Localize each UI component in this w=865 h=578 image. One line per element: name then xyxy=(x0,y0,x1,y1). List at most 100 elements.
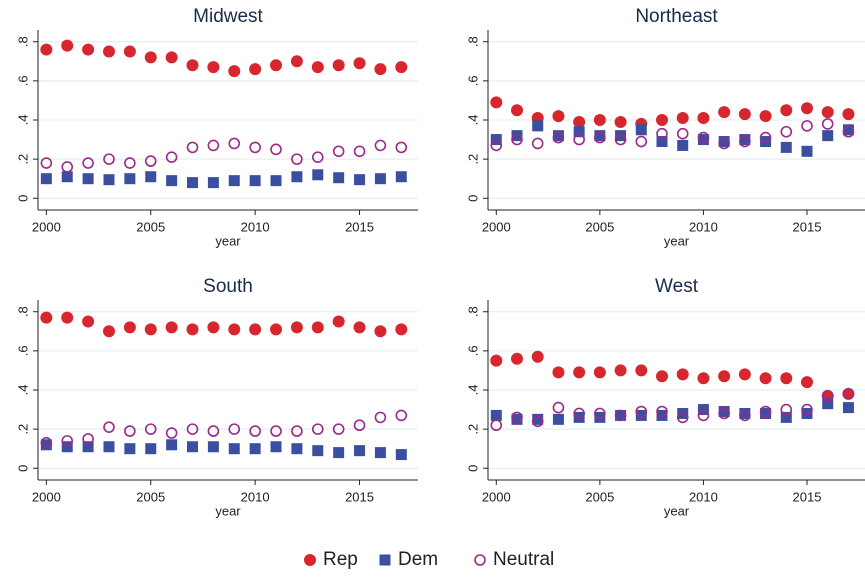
marker xyxy=(395,323,408,336)
marker xyxy=(801,145,813,157)
marker xyxy=(395,141,408,154)
marker xyxy=(490,409,502,421)
x-tick-label: 2005 xyxy=(136,219,165,234)
marker xyxy=(677,139,689,151)
x-tick-label: 2005 xyxy=(585,489,614,504)
marker xyxy=(759,110,772,123)
panel-title: Midwest xyxy=(193,6,263,27)
marker xyxy=(186,423,199,435)
marker xyxy=(166,439,178,451)
marker xyxy=(374,325,387,338)
marker xyxy=(311,61,324,74)
marker xyxy=(61,441,73,453)
marker xyxy=(374,63,387,76)
marker xyxy=(207,321,220,334)
marker xyxy=(353,321,366,334)
marker xyxy=(186,323,199,336)
marker xyxy=(353,419,366,432)
marker xyxy=(207,441,219,453)
marker xyxy=(186,141,199,154)
marker xyxy=(61,171,73,183)
marker xyxy=(123,321,136,334)
marker xyxy=(102,45,115,58)
marker xyxy=(635,124,647,136)
marker xyxy=(187,441,199,453)
marker xyxy=(332,315,345,328)
marker xyxy=(511,413,523,425)
marker xyxy=(656,370,668,383)
marker xyxy=(249,425,261,437)
marker xyxy=(166,175,178,187)
marker xyxy=(395,171,407,183)
marker xyxy=(552,130,564,142)
marker xyxy=(379,554,391,566)
marker xyxy=(144,155,157,167)
marker xyxy=(822,130,834,142)
marker xyxy=(290,321,303,334)
marker xyxy=(61,39,74,52)
marker xyxy=(718,407,730,420)
marker xyxy=(531,350,544,363)
marker xyxy=(333,447,345,459)
marker xyxy=(656,114,668,126)
marker xyxy=(374,447,386,459)
marker xyxy=(676,127,689,140)
marker xyxy=(759,405,772,418)
marker xyxy=(374,411,387,424)
marker xyxy=(594,130,606,142)
marker xyxy=(656,127,668,140)
marker xyxy=(552,401,565,414)
marker xyxy=(490,134,502,146)
marker xyxy=(353,57,366,70)
panel-title: Northeast xyxy=(635,6,718,27)
y-tick-label: 0 xyxy=(465,195,480,202)
marker xyxy=(615,130,627,142)
marker xyxy=(822,398,834,410)
marker xyxy=(718,136,730,148)
marker xyxy=(656,405,668,418)
x-axis-label: year xyxy=(664,233,690,248)
marker xyxy=(759,131,772,144)
marker xyxy=(165,151,178,163)
marker xyxy=(290,55,303,68)
marker xyxy=(291,443,303,455)
marker xyxy=(490,139,503,152)
marker xyxy=(552,110,565,123)
y-tick-label: .8 xyxy=(15,36,30,47)
marker xyxy=(511,411,523,424)
marker xyxy=(291,171,303,183)
y-tick-label: .4 xyxy=(465,385,480,396)
marker xyxy=(103,441,115,453)
marker xyxy=(801,102,813,115)
marker xyxy=(228,323,241,336)
marker xyxy=(676,112,689,125)
marker xyxy=(573,407,585,420)
marker xyxy=(144,323,157,336)
marker xyxy=(490,354,503,367)
marker xyxy=(780,104,793,117)
marker xyxy=(270,441,282,453)
marker xyxy=(532,120,544,132)
marker xyxy=(676,411,689,424)
marker xyxy=(207,139,220,152)
marker xyxy=(374,139,387,152)
marker xyxy=(759,372,772,385)
marker xyxy=(821,118,834,130)
marker xyxy=(842,124,854,136)
marker xyxy=(270,323,283,336)
marker xyxy=(207,61,220,74)
marker xyxy=(40,311,53,324)
marker xyxy=(593,366,606,379)
marker xyxy=(573,411,585,423)
marker xyxy=(40,43,53,56)
marker xyxy=(82,441,94,453)
marker xyxy=(145,171,157,183)
marker xyxy=(656,409,668,421)
marker xyxy=(124,173,136,185)
marker xyxy=(656,136,668,148)
marker xyxy=(187,177,199,189)
marker xyxy=(739,135,751,148)
marker xyxy=(842,388,855,400)
marker xyxy=(82,43,95,56)
marker xyxy=(395,61,408,74)
